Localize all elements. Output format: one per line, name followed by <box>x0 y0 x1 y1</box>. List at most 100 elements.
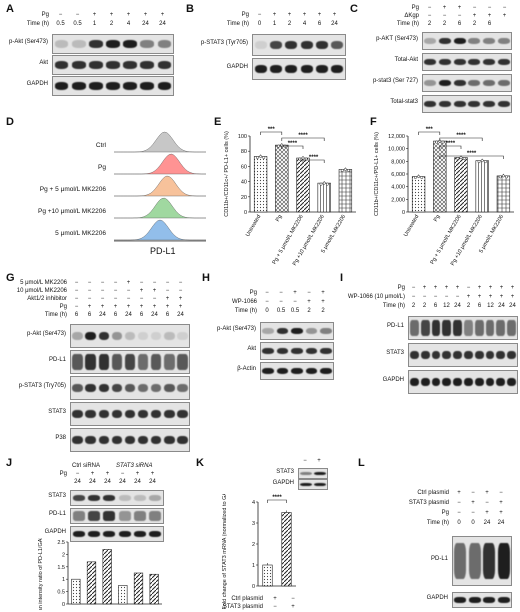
data-bar <box>454 157 468 213</box>
significance-bracket <box>439 155 504 159</box>
blot-label: GAPDH <box>382 377 404 383</box>
condition-value: − <box>178 280 183 286</box>
significance-label: **** <box>288 141 298 147</box>
flow-histogram <box>114 131 206 242</box>
condition-value: − <box>457 500 461 506</box>
protein-band <box>150 435 162 445</box>
blot-strip <box>422 32 512 50</box>
condition-value: − <box>471 510 475 516</box>
data-point <box>420 176 424 179</box>
protein-band <box>468 37 481 45</box>
protein-band <box>177 353 188 371</box>
histogram-group-label: Ctrl <box>95 142 106 149</box>
condition-value: − <box>472 5 477 11</box>
condition-value: 0 <box>471 520 475 526</box>
blot-label: p-STAT3 (Try705) <box>18 383 66 389</box>
significance-bracket <box>418 131 441 135</box>
protein-band <box>424 100 437 108</box>
data-point <box>441 140 445 144</box>
histogram-curve <box>114 153 206 175</box>
panel-k-bar-chart: 0 1 2 3 4 Fold change of STAT3 mRNA (normaliz… <box>222 494 296 609</box>
condition-value: − <box>307 290 311 296</box>
condition-label: STAT3 plasmid <box>408 500 449 506</box>
panel-letter-c: C <box>350 3 358 15</box>
protein-band <box>300 482 312 487</box>
y-tick-label: 4 <box>252 500 255 506</box>
protein-band <box>315 41 329 49</box>
protein-band <box>85 435 96 445</box>
protein-band <box>431 350 441 360</box>
protein-band <box>331 41 344 49</box>
data-point <box>413 176 417 179</box>
protein-band <box>464 350 473 360</box>
protein-band <box>485 350 495 360</box>
protein-band <box>149 495 162 501</box>
protein-band <box>269 41 283 49</box>
y-tick-label: 1.5 <box>57 565 65 571</box>
protein-band <box>71 82 86 90</box>
condition-label: Time (h) <box>426 520 449 526</box>
blot-strip <box>70 350 190 374</box>
condition-value: + <box>471 500 475 506</box>
condition-value: + <box>485 490 489 496</box>
protein-band <box>177 409 188 419</box>
condition-value: + <box>321 290 325 296</box>
condition-value: + <box>455 285 460 291</box>
condition-value: + <box>502 13 507 19</box>
condition-value: + <box>92 12 97 18</box>
protein-band <box>439 37 451 45</box>
blot-label: STAT3 <box>48 409 66 415</box>
data-point <box>477 160 481 164</box>
blot-strip <box>52 76 174 96</box>
blot-strip <box>408 316 518 340</box>
y-tick-label: 2.5 <box>57 540 65 546</box>
protein-band <box>320 327 332 335</box>
protein-band <box>87 510 101 522</box>
panel-letter-b: B <box>186 3 194 15</box>
data-point <box>255 156 259 159</box>
protein-band <box>320 367 332 375</box>
condition-label: Time (h) <box>44 312 67 318</box>
significance-bracket <box>260 131 283 135</box>
condition-value: + <box>307 299 311 305</box>
protein-band <box>72 435 83 445</box>
protein-band <box>497 597 510 603</box>
panel-letter-d: D <box>6 116 14 128</box>
protein-band <box>442 350 452 360</box>
x-tick-label: Pg <box>433 214 442 223</box>
y-tick-label: 2,000 <box>391 197 405 203</box>
protein-band <box>157 40 172 48</box>
panel-letter-i: I <box>340 272 344 284</box>
blot-strip <box>422 95 512 113</box>
data-point <box>505 175 509 179</box>
panel-j-bar-chart: 0 0.5 1 1.5 2 2.5 Mean intensity ratio of PD-L… <box>38 538 162 610</box>
protein-band <box>269 65 283 73</box>
condition-value: + <box>152 288 157 294</box>
condition-value: 6 <box>433 303 438 309</box>
data-bar <box>411 176 426 213</box>
significance-label: **** <box>272 495 282 501</box>
condition-label: ΔKgp <box>404 13 419 19</box>
data-point <box>498 175 502 179</box>
histogram-curve <box>114 131 206 153</box>
blot-label: p-AKT (Ser473) <box>376 36 418 42</box>
protein-band <box>118 531 131 537</box>
histogram-group-label: 5 μmol/L MK2206 <box>55 230 106 237</box>
condition-value: − <box>303 458 307 464</box>
protein-band <box>149 531 162 537</box>
condition-value: 2 <box>109 21 114 27</box>
condition-label: Ctrl plasmid <box>417 490 449 496</box>
protein-band <box>150 331 162 341</box>
data-point <box>343 167 347 171</box>
protein-band <box>98 353 110 371</box>
data-point <box>298 157 302 161</box>
condition-value: + <box>113 304 118 310</box>
significance-bracket <box>267 499 287 503</box>
protein-band <box>442 319 452 337</box>
y-tick-label: 0 <box>402 210 405 216</box>
protein-band <box>420 319 430 337</box>
panel-f-bar-chart: 0 2,000 4,000 6,000 8,000 10,000 12,000 CD11b+/… <box>374 127 514 267</box>
condition-value: 4 <box>126 21 131 27</box>
blot-label: Akt <box>247 346 256 352</box>
histogram-group-label: Pg +10 μmol/L MK2206 <box>37 208 106 215</box>
